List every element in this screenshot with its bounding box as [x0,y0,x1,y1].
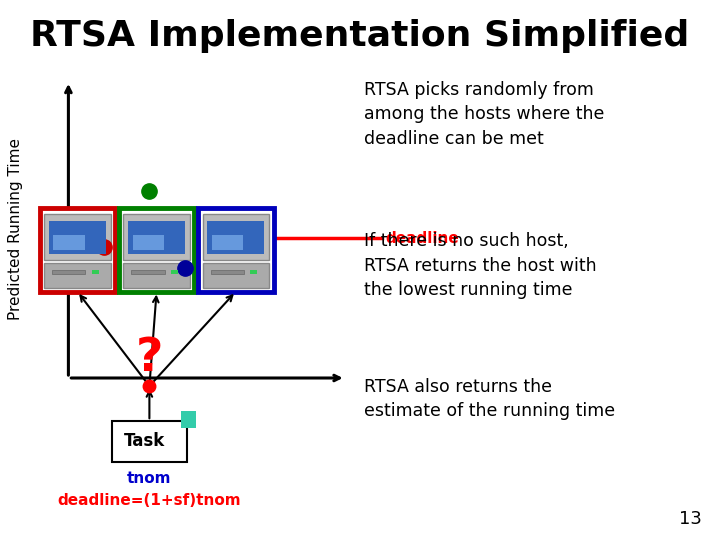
Bar [40,208,115,292]
Bar [131,270,165,274]
Bar [210,270,244,274]
Bar [132,235,164,251]
Bar [202,214,269,260]
Bar [207,221,264,254]
Bar [112,421,187,462]
Bar [44,214,111,260]
Bar [171,270,178,274]
Bar [92,270,99,274]
Bar [202,263,269,288]
Bar [181,411,196,428]
Text: 13: 13 [679,510,702,528]
Text: deadline=(1+sf)tnom: deadline=(1+sf)tnom [58,493,241,508]
Bar [128,221,185,254]
Text: tnom: tnom [127,471,171,487]
Text: RTSA picks randomly from
among the hosts where the
deadline can be met: RTSA picks randomly from among the hosts… [364,81,604,147]
Text: RTSA Implementation Simplified: RTSA Implementation Simplified [30,19,690,53]
Bar [123,263,190,288]
Bar [119,208,194,292]
Text: Predicted Running Time: Predicted Running Time [9,138,23,321]
Bar [49,221,106,254]
Bar [52,270,86,274]
Bar [53,235,85,251]
Bar [251,270,257,274]
Bar [212,235,243,251]
Text: ?: ? [135,336,163,381]
Bar [44,263,111,288]
Text: deadline: deadline [385,231,459,246]
Text: If there is no such host,
RTSA returns the host with
the lowest running time: If there is no such host, RTSA returns t… [364,232,596,299]
Bar [123,214,190,260]
Text: RTSA also returns the
estimate of the running time: RTSA also returns the estimate of the ru… [364,378,615,420]
Text: Task: Task [125,433,166,450]
Bar [198,208,274,292]
